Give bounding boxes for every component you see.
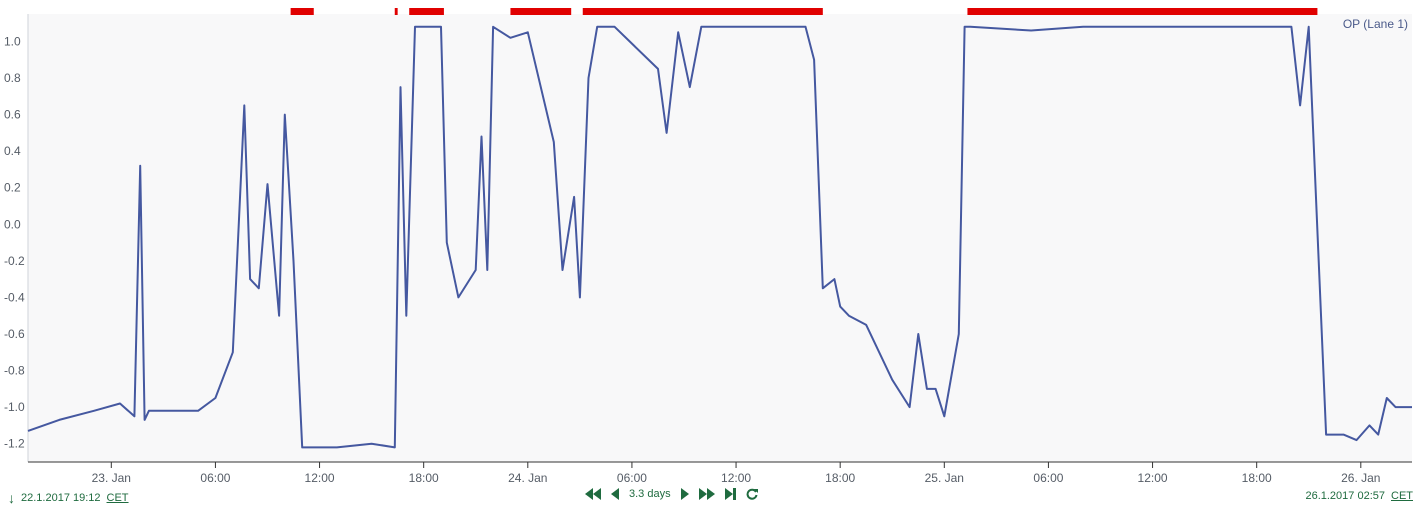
event-mark (967, 8, 1318, 15)
y-tick-label: 0.8 (4, 71, 21, 85)
y-tick-label: 0.6 (4, 108, 21, 122)
fast-backward-icon[interactable] (585, 488, 601, 500)
y-tick-label: 0.4 (4, 144, 21, 158)
start-time: 22.1.2017 19:12 (21, 492, 101, 504)
event-mark (510, 8, 572, 15)
y-tick-label: -1.0 (4, 400, 25, 414)
y-tick-label: -0.4 (4, 290, 25, 304)
series-group (27, 25, 1412, 449)
series-line (27, 25, 1412, 449)
plot-area (28, 14, 1412, 462)
step-forward-icon[interactable] (680, 488, 689, 500)
y-tick-label: 0.2 (4, 181, 21, 195)
y-tick-label: 1.0 (4, 34, 21, 48)
end-timezone-link[interactable]: CET (1391, 490, 1413, 502)
y-tick-label: -0.2 (4, 254, 25, 268)
x-tick-label: 18:00 (1242, 471, 1272, 484)
line-chart: 1.0 0.8 0.6 0.4 0.2 0.0 -0.2 -0.4 -0.6 -0.8 -1.0 -1… (4, 8, 1412, 484)
event-mark (409, 8, 444, 15)
x-tick-label: 24. Jan (508, 471, 547, 484)
x-tick-label: 26. Jan (1341, 471, 1380, 484)
x-tick-label: 12:00 (721, 471, 751, 484)
event-mark (394, 8, 398, 15)
y-tick-label: -1.2 (4, 437, 25, 451)
step-backward-icon[interactable] (611, 488, 619, 500)
y-tick-label: -0.6 (4, 327, 25, 341)
fast-forward-icon[interactable] (698, 488, 715, 500)
footer-bar: ↓ 22.1.2017 19:12 CET 3.3 days 26.1.2017… (0, 484, 1419, 511)
x-tick-label: 18:00 (409, 471, 439, 484)
skip-end-icon[interactable] (724, 488, 736, 500)
start-time-group: ↓ 22.1.2017 19:12 CET (8, 490, 129, 506)
y-tick-label: 0.0 (4, 217, 21, 231)
time-navigation: 3.3 days (585, 488, 758, 500)
x-tick-label: 06:00 (617, 471, 647, 484)
event-mark (290, 8, 314, 15)
y-tick-label: -0.8 (4, 364, 25, 378)
start-timezone-link[interactable]: CET (106, 492, 129, 504)
y-axis: 1.0 0.8 0.6 0.4 0.2 0.0 -0.2 -0.4 -0.6 -0.8 -1.0 -1… (4, 14, 29, 462)
range-label[interactable]: 3.3 days (629, 488, 671, 500)
event-mark (582, 8, 823, 15)
x-tick-label: 25. Jan (925, 471, 964, 484)
refresh-icon[interactable] (746, 488, 758, 500)
x-tick-label: 12:00 (1138, 471, 1168, 484)
x-tick-label: 06:00 (200, 471, 230, 484)
end-time-group: 26.1.2017 02:57 CET (1305, 490, 1413, 502)
end-time: 26.1.2017 02:57 (1305, 490, 1385, 502)
x-tick-label: 18:00 (825, 471, 855, 484)
event-strip (290, 8, 1318, 15)
x-tick-label: 12:00 (305, 471, 335, 484)
x-tick-label: 06:00 (1033, 471, 1063, 484)
x-tick-label: 23. Jan (92, 471, 131, 484)
series-label: OP (Lane 1) (1343, 17, 1408, 31)
download-arrow-icon[interactable]: ↓ (8, 490, 15, 506)
x-axis: 23. Jan 06:00 12:00 18:00 24. Jan 06:00 12:00 1… (28, 461, 1412, 484)
